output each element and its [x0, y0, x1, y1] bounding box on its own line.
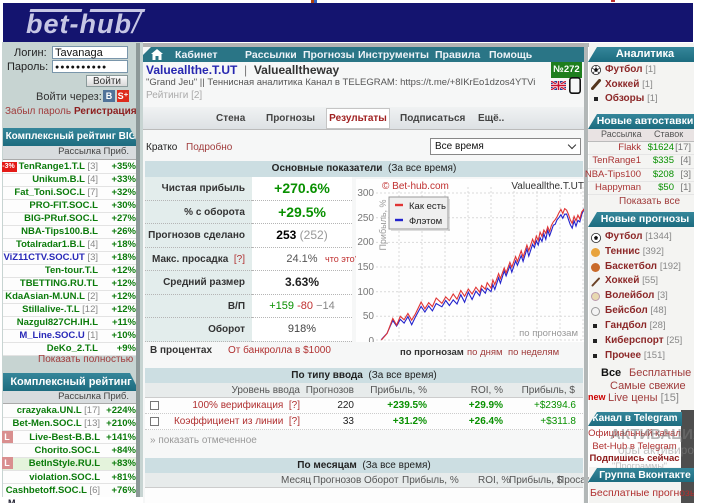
svg-text:0: 0 [368, 336, 374, 342]
svg-text:300: 300 [357, 188, 374, 199]
svg-text:Valueallthe.T.UT: Valueallthe.T.UT [511, 181, 584, 192]
svg-text:Прибыль, %: Прибыль, % [378, 199, 388, 250]
svg-text:Как есть: Как есть [409, 201, 446, 212]
svg-text:100: 100 [357, 287, 374, 298]
svg-text:по прогнозам: по прогнозам [519, 328, 578, 339]
svg-text:150: 150 [357, 262, 374, 273]
svg-text:200: 200 [357, 237, 374, 248]
svg-text:Флэтом: Флэтом [409, 216, 442, 227]
svg-text:50: 50 [363, 311, 375, 322]
svg-text:© Bet-hub.com: © Bet-hub.com [382, 181, 449, 192]
svg-text:250: 250 [357, 213, 374, 224]
